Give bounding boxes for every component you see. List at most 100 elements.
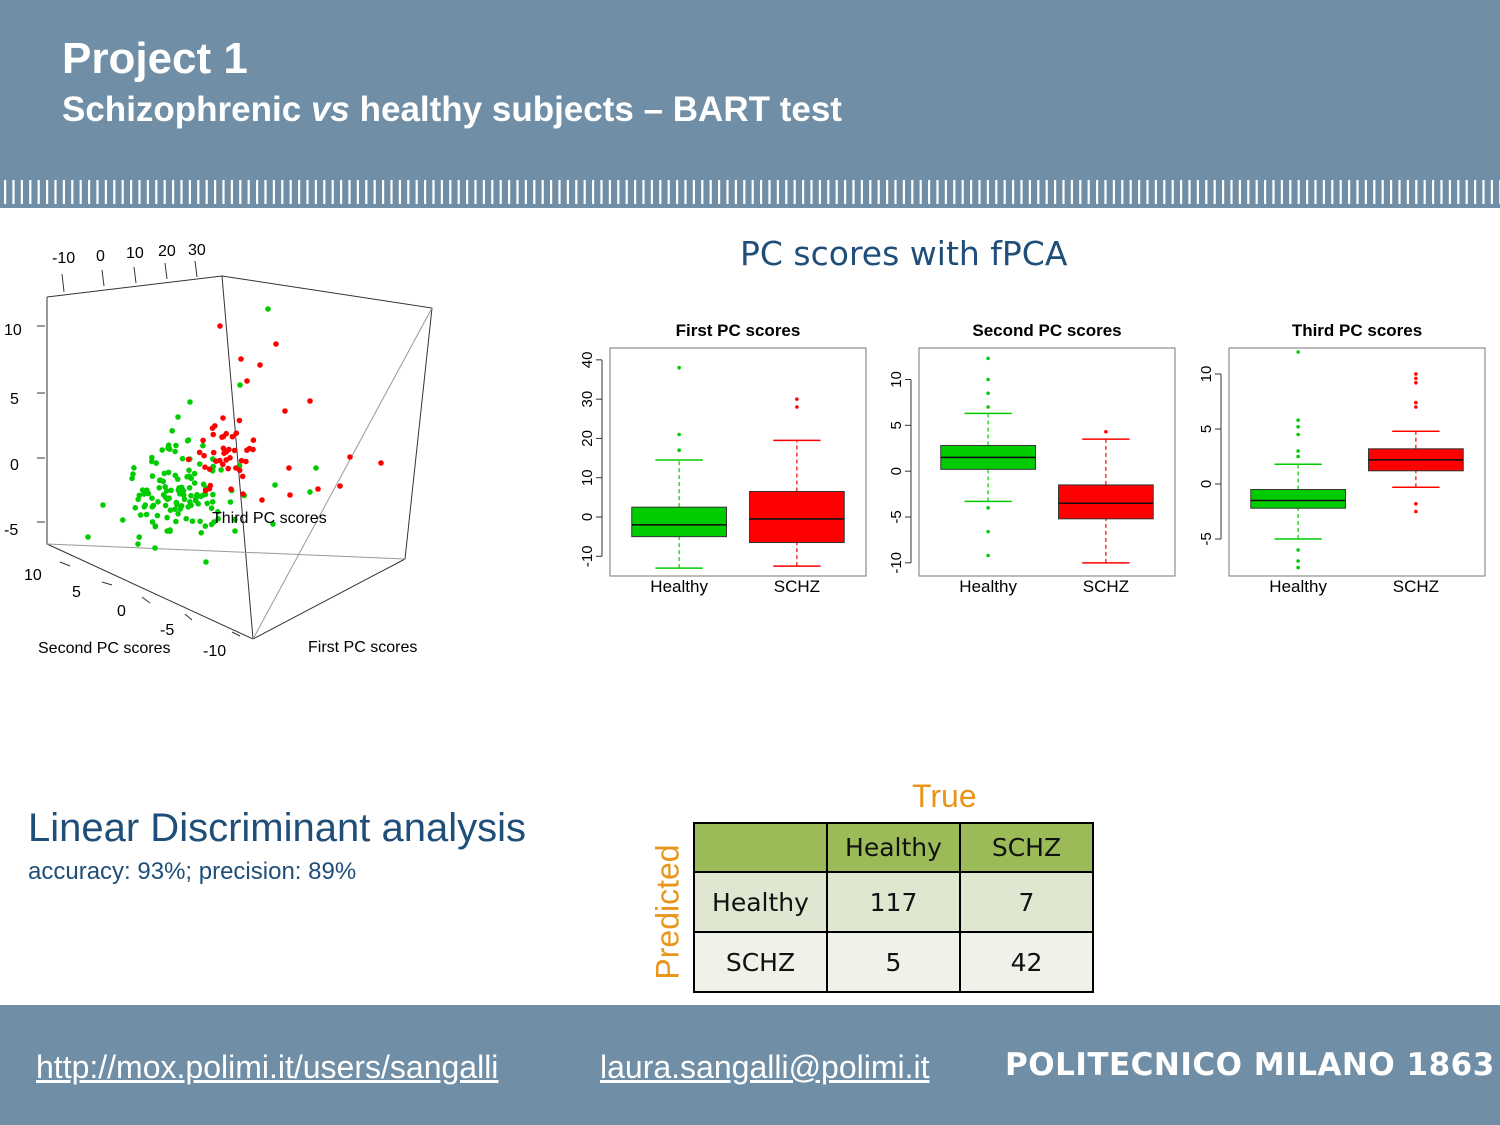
tick-label-bottom-5: -10 bbox=[203, 643, 226, 660]
tick-stripe bbox=[281, 180, 284, 204]
tick-stripe bbox=[1003, 180, 1006, 204]
tick-label-bottom-4: -5 bbox=[160, 622, 174, 639]
point-healthy bbox=[210, 491, 216, 498]
plot-frame bbox=[1228, 347, 1486, 577]
point-schz bbox=[185, 456, 192, 463]
axis-tick bbox=[164, 262, 168, 280]
point-healthy bbox=[136, 534, 142, 540]
outlier-point bbox=[677, 365, 681, 370]
point-schz bbox=[315, 486, 321, 492]
footer-email-link[interactable]: laura.sangalli@polimi.it bbox=[600, 1049, 930, 1085]
tick-stripe bbox=[1146, 180, 1149, 204]
point-healthy bbox=[175, 414, 181, 420]
tick-stripe bbox=[650, 180, 653, 204]
point-schz bbox=[240, 491, 246, 497]
tick-stripe bbox=[877, 180, 880, 204]
outlier-point bbox=[1296, 565, 1300, 570]
tick-stripe bbox=[701, 180, 704, 204]
point-healthy bbox=[155, 499, 161, 505]
tick-stripe bbox=[1415, 180, 1418, 204]
point-healthy bbox=[143, 511, 150, 518]
box-iqr bbox=[1058, 484, 1154, 520]
tick-stripe bbox=[1188, 180, 1191, 204]
axis-tick bbox=[59, 561, 71, 567]
outlier-point bbox=[986, 405, 990, 409]
point-schz bbox=[200, 437, 206, 444]
footer-url-link[interactable]: http://mox.polimi.it/users/sangalli bbox=[36, 1049, 499, 1085]
tick-stripe bbox=[827, 180, 830, 204]
point-healthy bbox=[202, 523, 209, 529]
point-schz bbox=[236, 467, 243, 474]
row-header-schz: SCHZ bbox=[693, 931, 828, 993]
y-tick-label: -10 bbox=[580, 545, 596, 567]
point-healthy bbox=[135, 541, 141, 547]
tick-stripe bbox=[88, 180, 91, 204]
boxplot-title: Third PC scores bbox=[1292, 321, 1422, 340]
outlier-point bbox=[1296, 559, 1300, 563]
confusion-header-row: Healthy SCHZ bbox=[693, 822, 1094, 873]
tick-stripe bbox=[104, 180, 107, 204]
point-schz bbox=[207, 482, 214, 489]
tick-stripe bbox=[1406, 180, 1409, 204]
tick-stripe bbox=[810, 180, 813, 204]
point-schz bbox=[228, 486, 234, 492]
outlier-point bbox=[795, 397, 799, 401]
point-healthy bbox=[152, 545, 158, 551]
outlier-point bbox=[1296, 449, 1300, 453]
point-schz bbox=[196, 449, 203, 456]
tick-stripe bbox=[474, 180, 477, 204]
tick-stripe bbox=[1440, 180, 1443, 204]
point-schz bbox=[287, 492, 293, 498]
point-healthy bbox=[131, 465, 137, 471]
point-healthy bbox=[161, 470, 168, 477]
point-healthy bbox=[184, 438, 191, 444]
outlier-point bbox=[677, 448, 681, 453]
tick-stripe bbox=[1020, 180, 1023, 204]
tick-stripe bbox=[298, 180, 301, 204]
true-axis-label: True bbox=[912, 778, 977, 814]
tick-stripe bbox=[407, 180, 410, 204]
tick-stripe bbox=[247, 180, 250, 204]
tick-stripe bbox=[802, 180, 805, 204]
point-healthy bbox=[100, 502, 106, 508]
point-schz bbox=[250, 437, 257, 443]
point-healthy bbox=[172, 506, 178, 512]
outlier-point bbox=[677, 432, 681, 437]
tick-stripe bbox=[146, 180, 149, 204]
box-iqr bbox=[1250, 489, 1346, 509]
outlier-point bbox=[1296, 432, 1300, 437]
y-tick-label: 5 bbox=[888, 421, 905, 429]
tick-stripe bbox=[130, 180, 133, 204]
confusion-matrix: Healthy SCHZ Healthy 117 7 SCHZ 5 42 bbox=[693, 822, 1094, 993]
tick-stripe bbox=[1247, 180, 1250, 204]
slide-title: Project 1 bbox=[62, 34, 248, 83]
point-healthy bbox=[191, 470, 198, 477]
box-iqr bbox=[749, 490, 845, 544]
tick-stripe bbox=[734, 180, 737, 204]
tick-stripe bbox=[1482, 180, 1485, 204]
boxplot-chart: Second PC scores -10 -5 0 5 10 Healthy SCHZ bbox=[888, 321, 1176, 596]
category-label: Healthy bbox=[959, 577, 1017, 596]
y-tick-label: 10 bbox=[580, 469, 596, 486]
point-healthy bbox=[186, 467, 192, 474]
tick-stripe bbox=[365, 180, 368, 204]
cell-healthy-healthy: 117 bbox=[826, 871, 961, 933]
point-healthy bbox=[215, 509, 221, 515]
tick-label-top-2: 0 bbox=[96, 248, 105, 265]
point-schz bbox=[233, 430, 240, 436]
tick-stripe bbox=[1121, 180, 1124, 204]
tick-stripe bbox=[256, 180, 259, 204]
tick-stripe bbox=[314, 180, 317, 204]
tick-stripe bbox=[1255, 180, 1258, 204]
tick-stripe bbox=[1230, 180, 1233, 204]
tick-stripe bbox=[516, 180, 519, 204]
tick-stripe bbox=[1171, 180, 1174, 204]
tick-stripe bbox=[566, 180, 569, 204]
boxplot-title: Second PC scores bbox=[972, 321, 1121, 340]
tick-stripe bbox=[1314, 180, 1317, 204]
tick-stripe bbox=[1339, 180, 1342, 204]
point-schz bbox=[229, 433, 236, 440]
tick-stripe bbox=[1465, 180, 1468, 204]
tick-stripe bbox=[1180, 180, 1183, 204]
fpca-title: PC scores with fPCA bbox=[740, 234, 1068, 273]
